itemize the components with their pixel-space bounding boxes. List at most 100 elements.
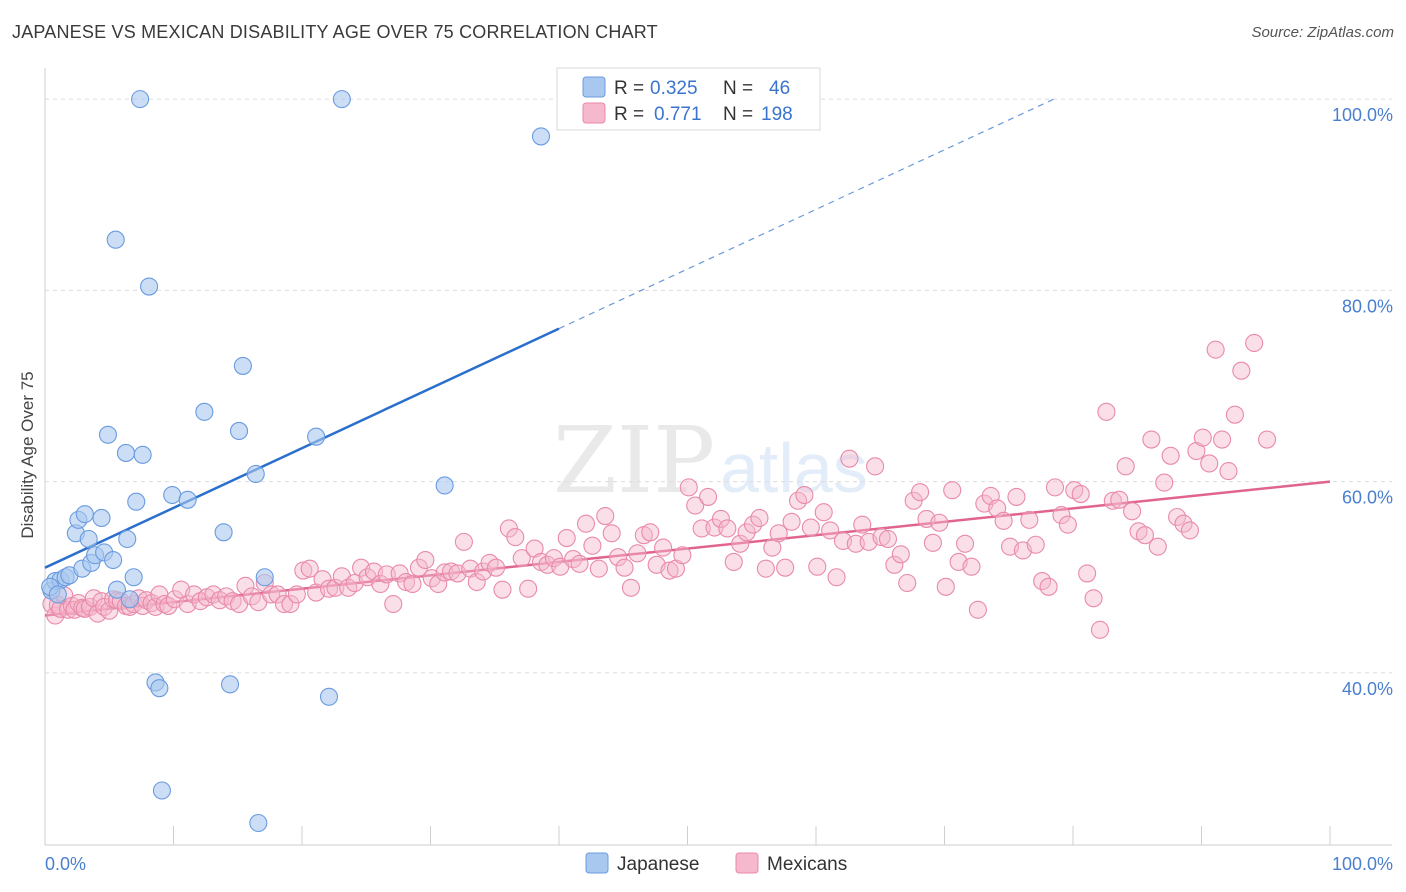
japanese-point xyxy=(116,443,136,462)
mexicans-point xyxy=(1135,526,1155,545)
mexicans-point xyxy=(1090,620,1110,639)
mexicans-point xyxy=(583,536,602,555)
mexicans-point xyxy=(930,513,949,532)
mexicans-point xyxy=(1045,478,1065,497)
mexicans-point xyxy=(641,523,660,542)
legend-r-value-japanese: 0.325 xyxy=(650,78,698,99)
japanese-point xyxy=(246,464,265,484)
mexicans-point xyxy=(416,550,435,570)
mexicans-point xyxy=(287,585,306,604)
mexicans-point xyxy=(442,562,461,581)
japanese-point xyxy=(150,679,169,698)
legend-r-label-japanese: R = xyxy=(614,78,644,99)
mexicans-point xyxy=(589,559,608,578)
mexicans-point xyxy=(371,574,390,593)
mexicans-point xyxy=(1052,506,1071,525)
mexicans-point xyxy=(384,594,403,614)
mexicans-point xyxy=(1219,462,1238,481)
mexicans-point xyxy=(506,528,525,547)
japanese-point xyxy=(307,427,326,446)
mexicans-point xyxy=(1116,457,1135,476)
japanese-point xyxy=(48,585,67,604)
mexicans-point xyxy=(750,508,769,528)
japanese-point xyxy=(127,492,146,511)
mexicans-point xyxy=(319,579,339,598)
japanese-point xyxy=(229,421,249,440)
mexicans-point xyxy=(557,528,576,548)
mexicans-point xyxy=(1084,589,1103,608)
bottom-legend-swatch-mexicans xyxy=(735,852,759,874)
mexicans-point xyxy=(435,563,454,582)
mexicans-point xyxy=(377,565,396,584)
mexicans-point xyxy=(1180,521,1199,540)
mexicans-point xyxy=(968,600,987,619)
mexicans-point xyxy=(326,578,345,597)
y-axis-label: Disability Age Over 75 xyxy=(18,371,37,538)
mexicans-point xyxy=(1142,430,1161,449)
axes xyxy=(44,68,1392,846)
mexicans-point xyxy=(615,558,634,577)
mexicans-point xyxy=(1174,514,1193,533)
mexicans-point xyxy=(313,570,332,589)
mexicans-point xyxy=(962,557,981,576)
mexicans-point xyxy=(596,506,615,526)
japanese-point xyxy=(118,529,137,549)
japanese-point xyxy=(75,505,94,524)
mexicans-point xyxy=(776,558,795,577)
mexicans-point xyxy=(1168,507,1187,527)
legend-r-label-mexicans: R = xyxy=(614,104,644,125)
mexicans-point xyxy=(467,572,486,592)
mexicans-point xyxy=(1071,485,1090,504)
japanese-point xyxy=(178,490,197,509)
japanese-point xyxy=(106,230,125,249)
mexicans-point xyxy=(602,524,621,543)
y-tick-label-100: 100.0% xyxy=(1332,105,1393,125)
japanese-point xyxy=(92,508,111,528)
legend-n-value-japanese: 46 xyxy=(769,78,790,99)
y-tick-label-40: 40.0% xyxy=(1342,679,1393,699)
japanese-trend-extension xyxy=(558,98,1054,330)
mexicans-point xyxy=(621,578,641,597)
mexicans-point xyxy=(1103,491,1122,510)
y-tick-label-60: 60.0% xyxy=(1342,488,1393,508)
mexicans-point xyxy=(782,512,801,531)
mexicans-point xyxy=(1193,428,1212,447)
japanese-point xyxy=(79,529,98,549)
mexicans-point xyxy=(994,511,1013,530)
mexicans-point xyxy=(1020,510,1039,529)
mexicans-point xyxy=(801,518,820,537)
mexicans-point xyxy=(493,580,512,599)
mexicans-point xyxy=(1078,564,1097,583)
mexicans-point xyxy=(943,481,962,500)
japanese-point xyxy=(332,90,351,109)
japanese-trend-line xyxy=(44,327,560,569)
mexicans-point xyxy=(679,478,698,497)
mexicans-point xyxy=(821,521,840,540)
legend-n-label-japanese: N = xyxy=(723,78,753,99)
japanese-point xyxy=(255,568,274,587)
bottom-legend-swatch-japanese xyxy=(585,852,609,874)
japanese-point xyxy=(131,90,150,109)
mexicans-point xyxy=(1123,502,1142,521)
mexicans-point xyxy=(429,574,448,593)
japanese-point xyxy=(531,127,551,146)
mexicans-point xyxy=(814,503,833,522)
mexicans-point xyxy=(1155,473,1174,492)
japanese-point xyxy=(107,580,127,599)
mexicans-point xyxy=(731,534,750,553)
mexicans-point xyxy=(827,568,846,587)
mexicans-point xyxy=(281,594,300,614)
japanese-point xyxy=(319,687,339,706)
mexicans-point xyxy=(718,519,737,538)
mexicans-point xyxy=(268,585,287,604)
mexicans-point xyxy=(1039,577,1058,596)
mexicans-point xyxy=(891,545,910,564)
mexicans-point xyxy=(654,538,673,557)
mexicans-point xyxy=(454,532,473,551)
japanese-point xyxy=(233,356,252,375)
mexicans-point xyxy=(711,509,730,528)
mexicans-point xyxy=(756,559,775,578)
japanese-point xyxy=(98,425,118,444)
source-credit: Source: ZipAtlas.com xyxy=(1251,24,1394,41)
legend-swatch-japanese xyxy=(582,76,606,98)
